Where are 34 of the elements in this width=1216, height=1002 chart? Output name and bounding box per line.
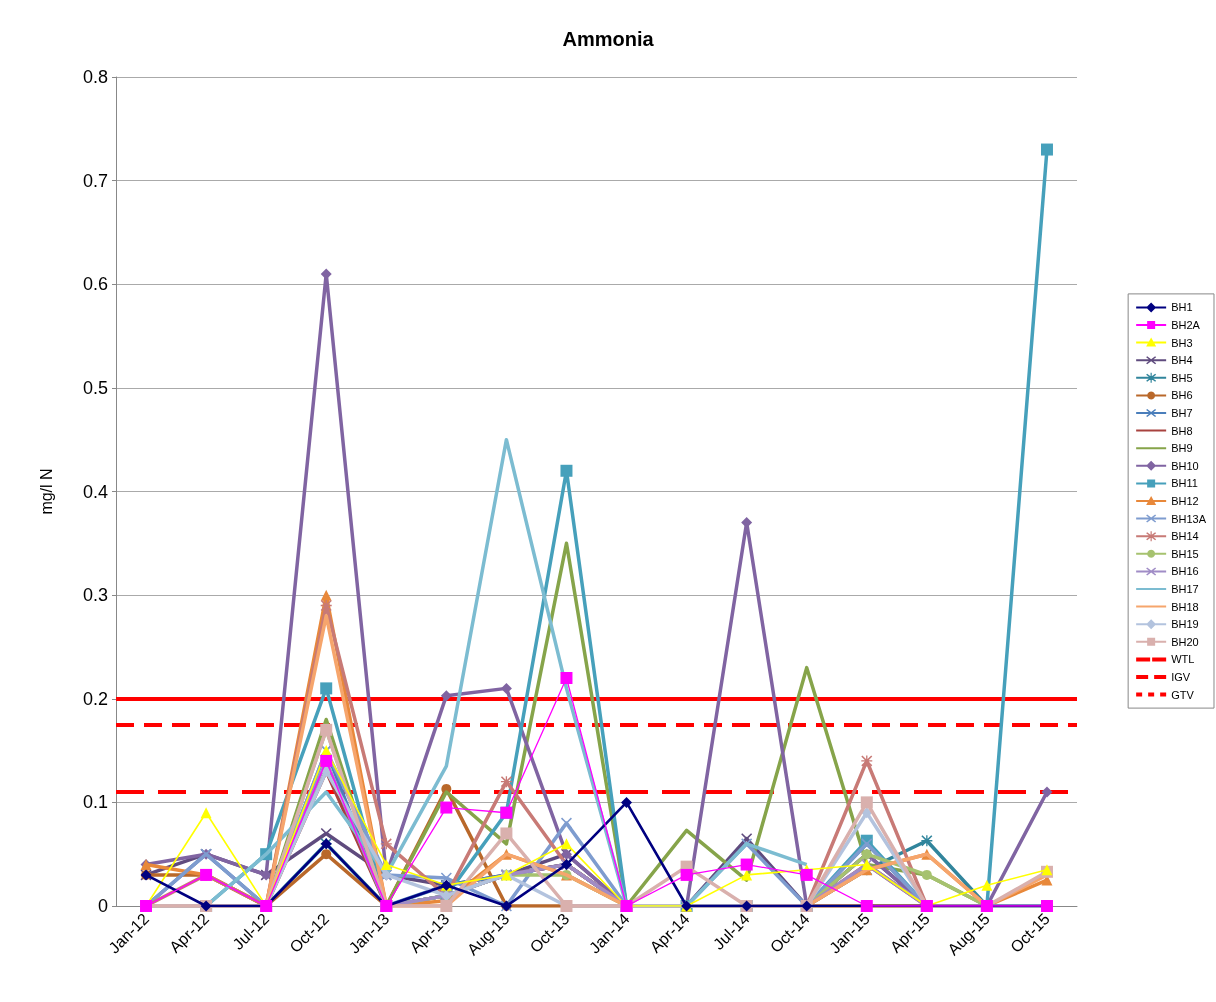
legend-label: BH1 bbox=[1171, 301, 1193, 314]
legend-label: BH6 bbox=[1171, 389, 1193, 402]
legend-label: BH19 bbox=[1171, 618, 1199, 631]
y-tick-label: 0.5 bbox=[82, 377, 108, 398]
y-tick-label: 0.6 bbox=[82, 274, 108, 295]
y-tick-label: 0 bbox=[97, 896, 108, 916]
legend-label: GTV bbox=[1171, 688, 1195, 701]
legend-label: WTL bbox=[1171, 653, 1195, 666]
legend-label: BH15 bbox=[1171, 547, 1199, 560]
legend-label: BH9 bbox=[1171, 442, 1193, 455]
legend-label: BH14 bbox=[1171, 530, 1199, 543]
legend-label: BH17 bbox=[1171, 583, 1199, 595]
legend-label: BH4 bbox=[1171, 354, 1193, 367]
legend-label: BH3 bbox=[1171, 336, 1193, 349]
y-tick-label: 0.2 bbox=[82, 688, 108, 709]
legend-label: BH13A bbox=[1171, 512, 1207, 525]
y-tick-label: 0.7 bbox=[82, 170, 108, 191]
legend-label: BH2A bbox=[1171, 319, 1201, 331]
legend-label: BH20 bbox=[1171, 635, 1199, 648]
legend-label: BH10 bbox=[1171, 459, 1199, 472]
y-axis-title: mg/l N bbox=[37, 468, 55, 515]
legend-label: BH18 bbox=[1171, 600, 1199, 613]
legend-label: BH5 bbox=[1171, 371, 1193, 384]
legend-label: BH7 bbox=[1171, 407, 1193, 419]
y-tick-label: 0.3 bbox=[82, 585, 108, 606]
y-tick-label: 0.1 bbox=[82, 792, 108, 813]
legend-label: BH16 bbox=[1171, 565, 1199, 578]
legend-label: BH8 bbox=[1171, 424, 1193, 437]
y-tick-label: 0.8 bbox=[82, 67, 108, 87]
legend-label: BH11 bbox=[1171, 477, 1198, 490]
legend-label: BH12 bbox=[1171, 495, 1199, 507]
legend-label: IGV bbox=[1171, 671, 1191, 683]
chart-title: Ammonia bbox=[562, 28, 655, 50]
y-tick-label: 0.4 bbox=[82, 481, 108, 502]
